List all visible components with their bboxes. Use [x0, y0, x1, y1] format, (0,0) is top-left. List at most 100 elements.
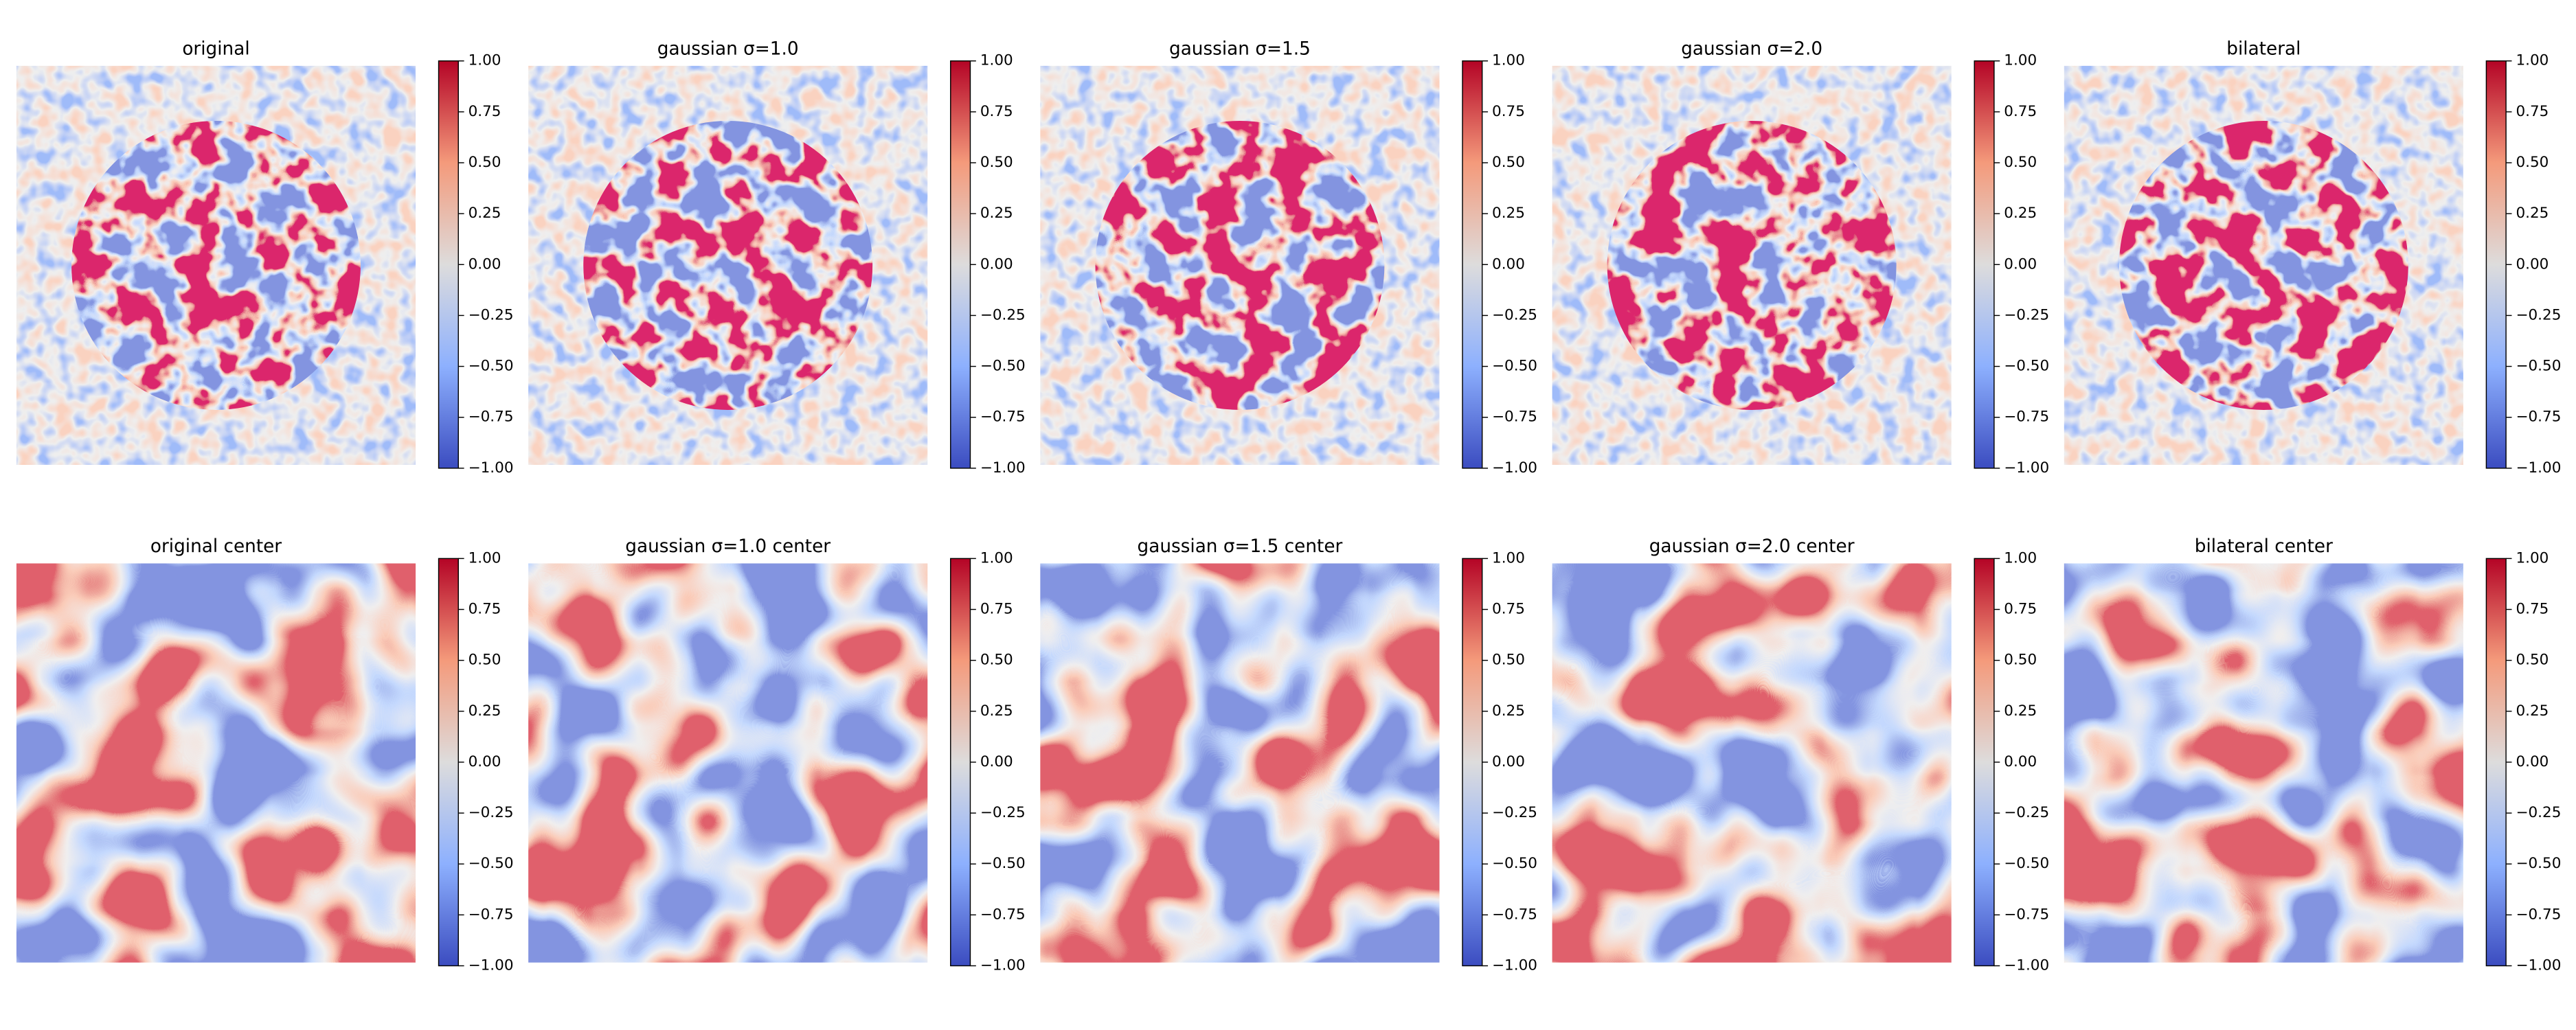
- colorbar-tick-label: −0.50: [468, 855, 514, 872]
- panel: gaussian σ=1.0 −1.00 −0.75 −0.50 −0.25 0.00 0.…: [528, 38, 1026, 477]
- panel: original −1.00 −0.75 −0.50 −0.25 0.00 0.25 0.50…: [16, 38, 514, 477]
- colorbar-tick-label: 1.00: [2516, 52, 2549, 69]
- colorbar-tick-label: −1.00: [468, 459, 514, 477]
- colorbar-tick-label: −0.75: [2004, 409, 2049, 426]
- heatmap-field: [2064, 563, 2463, 963]
- heatmap-image: [2064, 65, 2463, 466]
- colorbar-tick-label: 0.25: [1492, 205, 1525, 222]
- colorbar-tick-label: 0.00: [980, 255, 1013, 273]
- colorbar: [950, 60, 971, 469]
- heatmap-field: [1040, 563, 1440, 963]
- colorbar: [2485, 558, 2507, 967]
- heatmap-image: [2064, 563, 2463, 963]
- colorbar-tick-label: −0.50: [1492, 358, 1537, 375]
- colorbar-tick-label: −0.25: [2004, 804, 2049, 821]
- colorbar-tick-label: 0.75: [2004, 601, 2037, 618]
- colorbar-tick-label: −0.25: [468, 804, 514, 821]
- colorbar-tick-label: −1.00: [2004, 957, 2049, 974]
- colorbar-tick-label: −1.00: [1492, 459, 1537, 477]
- colorbar-tick-label: −0.75: [1492, 906, 1537, 923]
- panel-title: gaussian σ=2.0 center: [1649, 536, 1855, 557]
- colorbar-tick-label: 1.00: [468, 52, 501, 69]
- colorbar-tick-label: 1.00: [468, 549, 501, 566]
- panel-title: gaussian σ=1.5 center: [1138, 536, 1343, 557]
- colorbar: [438, 60, 459, 469]
- colorbar-tick-label: 0.25: [980, 205, 1013, 222]
- colorbar-tick-label: 1.00: [980, 549, 1013, 566]
- colorbar-tick-label: −0.50: [980, 358, 1026, 375]
- colorbar-tick-label: −0.25: [980, 804, 1026, 821]
- colorbar-tick-label: −0.50: [468, 358, 514, 375]
- colorbar-tick-label: −0.50: [2004, 855, 2049, 872]
- panel: gaussian σ=1.0 center −1.00 −0.75 −0.50 −0.2…: [528, 536, 1026, 974]
- panel: gaussian σ=2.0 −1.00 −0.75 −0.50 −0.25 0.00 0.…: [1552, 38, 2049, 477]
- heatmap-image: [1040, 65, 1440, 466]
- colorbar: [1462, 558, 1483, 967]
- colorbar-tick-label: 0.75: [1492, 601, 1525, 618]
- heatmap-image: [528, 563, 928, 963]
- colorbar-tick-label: 0.75: [980, 103, 1013, 120]
- colorbar-tick-label: 0.50: [2516, 154, 2549, 171]
- colorbar-tick-label: −0.25: [2516, 306, 2561, 323]
- colorbar-tick-label: −0.75: [468, 906, 514, 923]
- colorbar-tick-label: 0.25: [2516, 702, 2549, 720]
- heatmap-field: [16, 563, 416, 963]
- heatmap-disk: [1095, 121, 1385, 410]
- colorbar-tick-label: 0.00: [2516, 255, 2549, 273]
- heatmap-image: [1552, 65, 1952, 466]
- colorbar-tick-label: −0.75: [2516, 409, 2561, 426]
- colorbar-tick-label: −0.25: [468, 306, 514, 323]
- colorbar-tick-label: 1.00: [2516, 549, 2549, 566]
- colorbar-tick-label: −0.75: [468, 409, 514, 426]
- colorbar-tick-label: 0.00: [1492, 753, 1525, 770]
- colorbar-tick-label: −1.00: [2516, 957, 2561, 974]
- colorbar-tick-label: −0.25: [980, 306, 1026, 323]
- colorbar-tick-label: 0.25: [1492, 702, 1525, 720]
- colorbar-tick-label: 0.50: [980, 652, 1013, 669]
- panel-title: gaussian σ=1.0: [657, 38, 799, 59]
- panel: bilateral −1.00 −0.75 −0.50 −0.25 0.00 0.25 0.5…: [2064, 38, 2561, 477]
- colorbar-tick-label: −1.00: [2516, 459, 2561, 477]
- colorbar-tick-label: 0.00: [980, 753, 1013, 770]
- panel: bilateral center −1.00 −0.75 −0.50 −0.25 0.00…: [2064, 536, 2561, 974]
- colorbar-tick-label: 0.50: [2516, 652, 2549, 669]
- colorbar-tick-label: 0.25: [2004, 205, 2037, 222]
- panel: gaussian σ=1.5 −1.00 −0.75 −0.50 −0.25 0.00 0.…: [1040, 38, 1537, 477]
- colorbar-tick-label: 0.75: [1492, 103, 1525, 120]
- colorbar-tick-label: −1.00: [468, 957, 514, 974]
- colorbar-tick-label: −0.50: [2516, 855, 2561, 872]
- panel-title: original: [182, 38, 249, 59]
- heatmap-image: [1552, 563, 1952, 963]
- colorbar-tick-label: 0.00: [2004, 753, 2037, 770]
- colorbar-tick-label: −0.50: [1492, 855, 1537, 872]
- colorbar-tick-label: 0.50: [468, 652, 501, 669]
- colorbar-tick-label: −1.00: [980, 459, 1026, 477]
- colorbar-tick-label: 0.50: [1492, 154, 1525, 171]
- panel: gaussian σ=1.5 center −1.00 −0.75 −0.50 −0.2…: [1040, 536, 1537, 974]
- heatmap-image: [528, 65, 928, 466]
- colorbar-tick-label: −0.75: [2516, 906, 2561, 923]
- heatmap-field: [528, 563, 928, 963]
- colorbar-tick-label: 0.50: [1492, 652, 1525, 669]
- colorbar-tick-label: 1.00: [2004, 52, 2037, 69]
- colorbar-tick-label: 0.50: [2004, 652, 2037, 669]
- colorbar-tick-label: 0.25: [2516, 205, 2549, 222]
- panel: original center −1.00 −0.75 −0.50 −0.25 0.00 0…: [16, 536, 514, 974]
- colorbar-tick-label: 0.00: [2516, 753, 2549, 770]
- colorbar-tick-label: −0.25: [1492, 306, 1537, 323]
- colorbar-tick-label: 1.00: [1492, 549, 1525, 566]
- colorbar-tick-label: −0.25: [2516, 804, 2561, 821]
- colorbar-tick-label: 0.75: [2004, 103, 2037, 120]
- colorbar-tick-label: 0.50: [468, 154, 501, 171]
- colorbar: [2485, 60, 2507, 469]
- colorbar-tick-label: 0.75: [2516, 601, 2549, 618]
- colorbar-tick-label: −0.25: [2004, 306, 2049, 323]
- colorbar-tick-label: 0.75: [980, 601, 1013, 618]
- colorbar-tick-label: −0.50: [980, 855, 1026, 872]
- colorbar-tick-label: 0.00: [1492, 255, 1525, 273]
- panel-title: gaussian σ=1.5: [1169, 38, 1311, 59]
- colorbar-tick-label: 0.75: [2516, 103, 2549, 120]
- colorbar-tick-label: 1.00: [980, 52, 1013, 69]
- panel-title: bilateral: [2226, 38, 2301, 59]
